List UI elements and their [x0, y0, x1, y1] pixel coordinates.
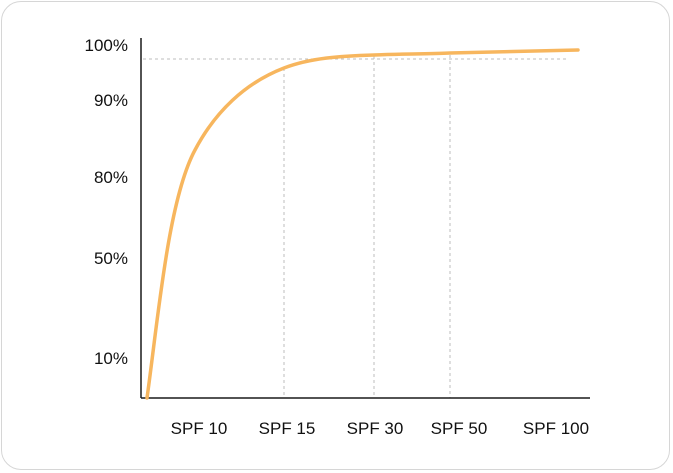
y-tick-80: 80% — [94, 168, 128, 187]
y-tick-100: 100% — [85, 36, 128, 55]
x-tick-spf-50: SPF 50 — [431, 419, 488, 438]
x-tick-spf-10: SPF 10 — [171, 419, 228, 438]
y-tick-10: 10% — [94, 349, 128, 368]
x-tick-spf-15: SPF 15 — [259, 419, 316, 438]
x-tick-spf-100: SPF 100 — [523, 419, 589, 438]
y-tick-90: 90% — [94, 91, 128, 110]
y-tick-50: 50% — [94, 249, 128, 268]
protection-curve — [145, 48, 580, 400]
x-tick-spf-30: SPF 30 — [347, 419, 404, 438]
